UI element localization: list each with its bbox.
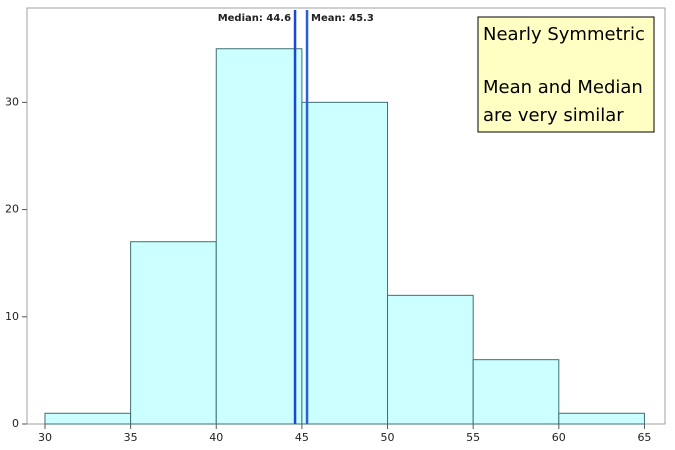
x-tick-label: 35: [124, 431, 138, 444]
bar: [301, 101, 389, 425]
annotation-text: Nearly Symmetric: [483, 24, 645, 45]
annotation-text: Mean and Median: [483, 77, 643, 98]
x-tick-label: 40: [209, 431, 223, 444]
x-tick-label: 50: [381, 431, 395, 444]
y-tick-label: 20: [5, 203, 19, 216]
bar: [387, 294, 474, 425]
reference-label: Mean: 45.3: [311, 13, 374, 24]
x-tick-label: 65: [637, 431, 651, 444]
x-tick-label: 55: [466, 431, 480, 444]
y-tick-label: 30: [5, 95, 19, 108]
x-tick-label: 45: [295, 431, 309, 444]
annotation-text: are very similar: [483, 105, 624, 126]
bar: [558, 412, 645, 425]
x-tick-label: 30: [38, 431, 52, 444]
y-tick-label: 10: [5, 310, 19, 323]
annotation-box: [477, 16, 655, 133]
bar: [44, 412, 132, 425]
x-tick-label: 60: [552, 431, 566, 444]
bar: [215, 48, 303, 425]
bar: [472, 359, 560, 425]
y-tick-label: 0: [12, 417, 19, 430]
bar: [130, 241, 217, 425]
reference-label: Median: 44.6: [218, 13, 291, 24]
